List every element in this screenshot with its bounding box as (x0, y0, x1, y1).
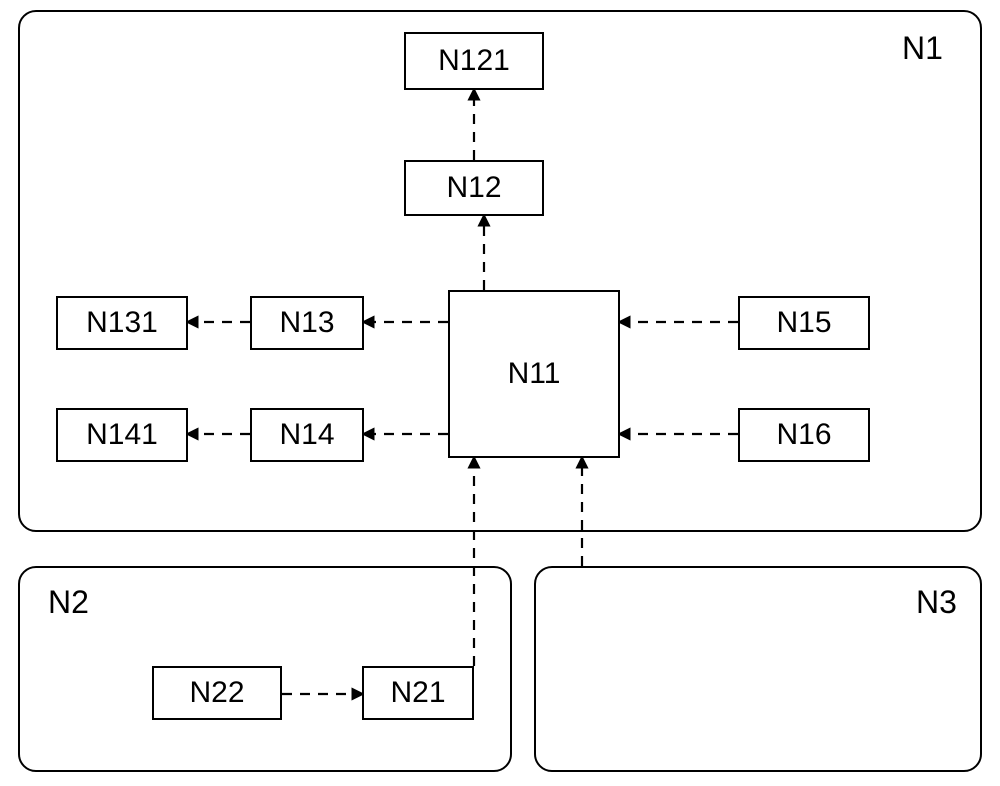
node-n14-label: N14 (279, 418, 334, 452)
node-n13-label: N13 (279, 306, 334, 340)
node-n131: N131 (56, 296, 188, 350)
node-n131-label: N131 (86, 306, 158, 340)
node-n12-label: N12 (446, 171, 501, 205)
node-n11-label: N11 (508, 357, 561, 391)
node-n22-label: N22 (189, 676, 244, 710)
node-n121-label: N121 (438, 44, 510, 78)
container-n3: N3 (534, 566, 982, 772)
container-n2-label: N2 (48, 584, 89, 621)
node-n121: N121 (404, 32, 544, 90)
node-n22: N22 (152, 666, 282, 720)
node-n16-label: N16 (776, 418, 831, 452)
node-n15-label: N15 (776, 306, 831, 340)
node-n14: N14 (250, 408, 364, 462)
node-n16: N16 (738, 408, 870, 462)
node-n13: N13 (250, 296, 364, 350)
node-n21: N21 (362, 666, 474, 720)
node-n141: N141 (56, 408, 188, 462)
node-n15: N15 (738, 296, 870, 350)
node-n12: N12 (404, 160, 544, 216)
container-n3-label: N3 (916, 584, 957, 621)
node-n11: N11 (448, 290, 620, 458)
node-n141-label: N141 (86, 418, 158, 452)
node-n21-label: N21 (390, 676, 445, 710)
container-n1-label: N1 (902, 30, 943, 67)
diagram-canvas: N1 N2 N3 N121 N12 N11 N13 N14 N131 N141 … (0, 0, 1000, 786)
